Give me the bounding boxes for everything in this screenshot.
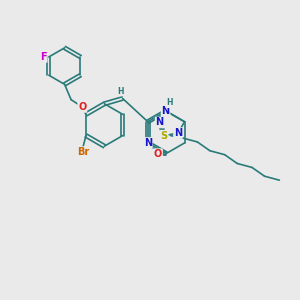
Text: F: F — [40, 52, 47, 62]
Text: H: H — [166, 98, 172, 107]
Text: H: H — [117, 87, 124, 96]
Text: O: O — [154, 149, 162, 159]
Text: Br: Br — [77, 147, 89, 157]
Text: O: O — [78, 102, 86, 112]
Text: N: N — [156, 118, 164, 128]
Text: N: N — [161, 106, 170, 116]
Text: N: N — [144, 138, 152, 148]
Text: S: S — [161, 130, 168, 141]
Text: N: N — [174, 128, 182, 138]
